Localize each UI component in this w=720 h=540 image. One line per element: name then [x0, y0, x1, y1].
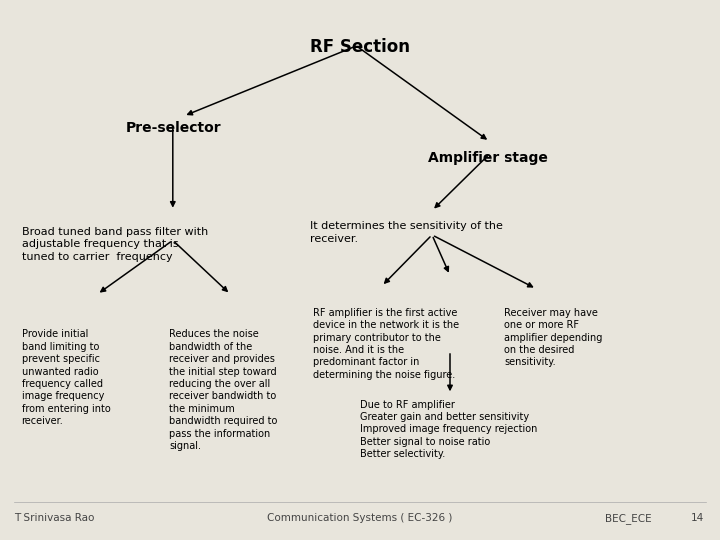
Text: Communication Systems ( EC-326 ): Communication Systems ( EC-326 ) — [267, 513, 453, 523]
Text: BEC_ECE: BEC_ECE — [605, 513, 652, 524]
Text: Provide initial
band limiting to
prevent specific
unwanted radio
frequency calle: Provide initial band limiting to prevent… — [22, 329, 110, 426]
Text: Reduces the noise
bandwidth of the
receiver and provides
the initial step toward: Reduces the noise bandwidth of the recei… — [169, 329, 278, 451]
Text: T Srinivasa Rao: T Srinivasa Rao — [14, 513, 95, 523]
Text: Broad tuned band pass filter with
adjustable frequency that is
tuned to carrier : Broad tuned band pass filter with adjust… — [22, 227, 208, 261]
Text: RF amplifier is the first active
device in the network it is the
primary contrib: RF amplifier is the first active device … — [313, 308, 459, 380]
Text: 14: 14 — [691, 513, 704, 523]
Text: Amplifier stage: Amplifier stage — [428, 151, 548, 165]
Text: RF Section: RF Section — [310, 38, 410, 56]
Text: It determines the sensitivity of the
receiver.: It determines the sensitivity of the rec… — [310, 221, 503, 244]
Text: Receiver may have
one or more RF
amplifier depending
on the desired
sensitivity.: Receiver may have one or more RF amplifi… — [504, 308, 603, 367]
Text: Due to RF amplifier
Greater gain and better sensitivity
Improved image frequency: Due to RF amplifier Greater gain and bet… — [360, 400, 537, 459]
Text: Pre-selector: Pre-selector — [126, 122, 222, 136]
